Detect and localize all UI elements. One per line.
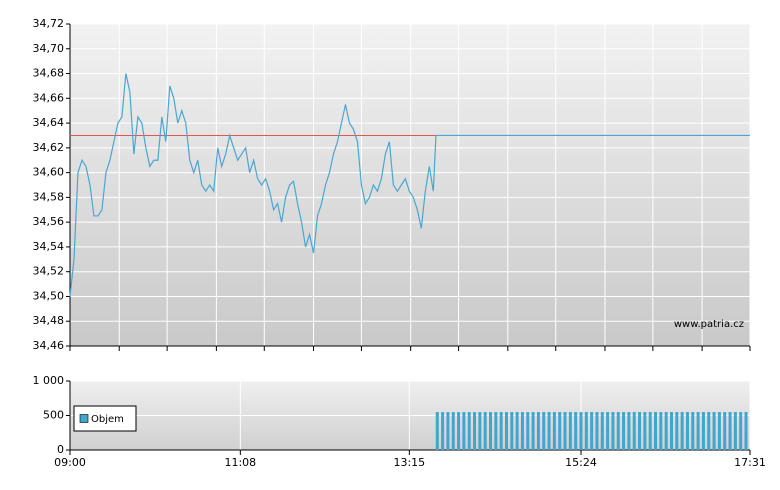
volume-bar <box>632 412 636 450</box>
volume-bar <box>654 412 658 450</box>
volume-bar <box>627 412 631 450</box>
volume-bar <box>574 412 578 450</box>
y-tick-label: 34,60 <box>33 166 65 179</box>
price-chart: 34,46 34,48 34,50 34,52 34,54 34,56 34,58 34,60… <box>33 17 751 352</box>
volume-chart: 0 500 1 000 09:00 11:08 13:15 15:24 17:31 Objem <box>33 374 766 469</box>
y-tick-label: 34,46 <box>33 339 65 352</box>
y-tick-label: 0 <box>57 443 64 456</box>
y-tick-label: 34,52 <box>33 265 65 278</box>
volume-bar <box>733 412 737 450</box>
volume-bar <box>659 412 663 450</box>
volume-bar <box>707 412 711 450</box>
volume-bar <box>457 412 461 450</box>
volume-bar <box>552 412 556 450</box>
volume-bar <box>680 412 684 450</box>
volume-bar <box>723 412 727 450</box>
volume-bar <box>473 412 477 450</box>
y-tick-label: 34,54 <box>33 240 65 253</box>
y-tick-label: 34,66 <box>33 91 65 104</box>
volume-bar <box>563 412 567 450</box>
volume-bar <box>611 412 615 450</box>
volume-bar <box>622 412 626 450</box>
volume-bar <box>669 412 673 450</box>
volume-bar <box>579 412 583 450</box>
volume-bar <box>483 412 487 450</box>
plot-background <box>70 24 750 346</box>
volume-bar <box>739 412 743 450</box>
volume-bar <box>547 412 551 450</box>
volume-bar <box>568 412 572 450</box>
volume-bar <box>701 412 705 450</box>
y-tick-label: 34,48 <box>33 314 65 327</box>
volume-bar <box>504 412 508 450</box>
volume-bar <box>510 412 514 450</box>
volume-bar <box>648 412 652 450</box>
x-tick-label: 11:08 <box>224 456 256 469</box>
y-tick-label: 1 000 <box>33 374 65 387</box>
watermark: www.patria.cz <box>674 319 744 330</box>
legend-label: Objem <box>91 414 124 425</box>
x-tick-label: 17:31 <box>734 456 766 469</box>
volume-bar <box>728 412 732 450</box>
volume-bar <box>499 412 503 450</box>
volume-bar <box>526 412 530 450</box>
y-tick-label: 34,70 <box>33 42 65 55</box>
volume-bar <box>489 412 493 450</box>
volume-bar <box>691 412 695 450</box>
volume-bar <box>467 412 471 450</box>
volume-bar <box>536 412 540 450</box>
y-tick-label: 34,68 <box>33 67 65 80</box>
volume-bar <box>744 412 748 450</box>
volume-bar <box>558 412 562 450</box>
legend-box <box>73 405 137 432</box>
volume-bar <box>717 412 721 450</box>
volume-bar <box>606 412 610 450</box>
volume-bar <box>664 412 668 450</box>
y-tick-label: 500 <box>43 409 64 422</box>
volume-bar <box>520 412 524 450</box>
volume-bar <box>616 412 620 450</box>
legend-swatch <box>79 414 89 423</box>
x-tick-label: 15:24 <box>565 456 597 469</box>
y-tick-label: 34,62 <box>33 141 65 154</box>
volume-bar <box>531 412 535 450</box>
volume-bar <box>584 412 588 450</box>
volume-bar <box>600 412 604 450</box>
volume-bar <box>675 412 679 450</box>
volume-bar <box>712 412 716 450</box>
volume-bar <box>643 412 647 450</box>
y-tick-label: 34,64 <box>33 116 65 129</box>
volume-bar <box>451 412 455 450</box>
volume-bar <box>435 412 439 450</box>
volume-bar <box>590 412 594 450</box>
x-tick-label: 13:15 <box>393 456 425 469</box>
volume-bar <box>462 412 466 450</box>
volume-bar <box>685 412 689 450</box>
volume-bar <box>478 412 482 450</box>
volume-bar <box>515 412 519 450</box>
volume-bar <box>696 412 700 450</box>
volume-bar <box>494 412 498 450</box>
volume-bar <box>441 412 445 450</box>
y-tick-label: 34,72 <box>33 17 65 30</box>
volume-bar <box>446 412 450 450</box>
volume-bar <box>595 412 599 450</box>
volume-bar <box>638 412 642 450</box>
price-line <box>69 73 750 297</box>
y-tick-label: 34,50 <box>33 289 65 302</box>
y-tick-label: 34,58 <box>33 190 65 203</box>
x-tick-label: 09:00 <box>54 456 86 469</box>
y-tick-label: 34,56 <box>33 215 65 228</box>
volume-bar <box>542 412 546 450</box>
